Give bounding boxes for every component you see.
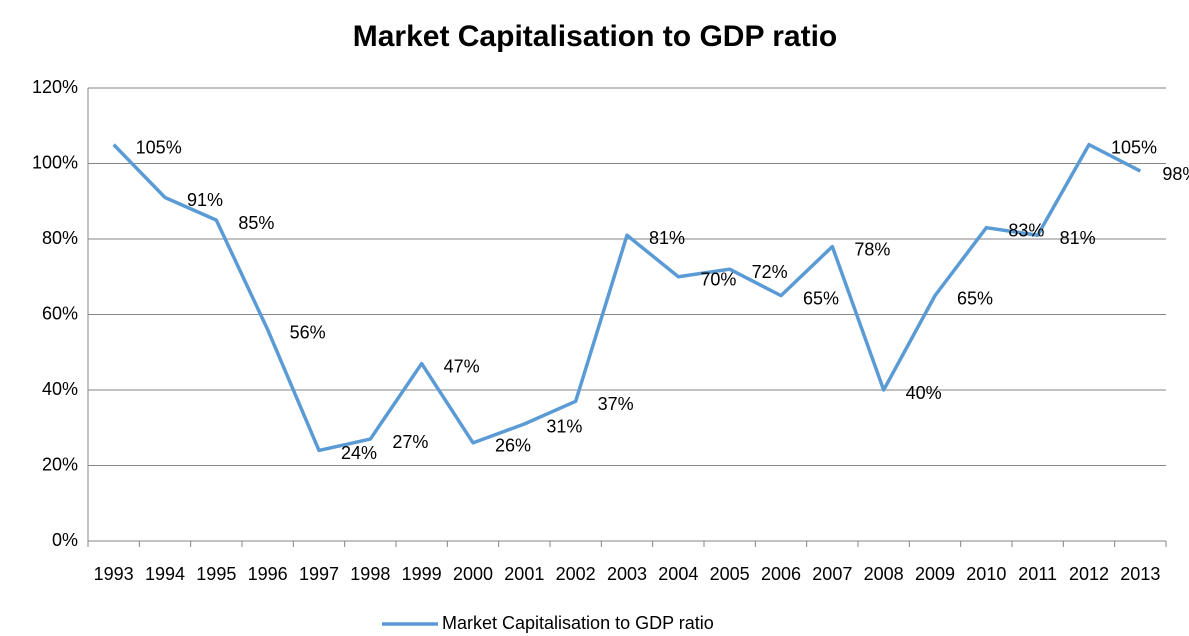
x-tick-label: 2005 bbox=[710, 564, 750, 584]
chart-title: Market Capitalisation to GDP ratio bbox=[353, 20, 838, 53]
x-tick-label: 1997 bbox=[299, 564, 339, 584]
x-tick-label: 2004 bbox=[658, 564, 698, 584]
y-tick-label: 100% bbox=[32, 152, 78, 172]
x-tick-label: 2010 bbox=[966, 564, 1006, 584]
data-label: 65% bbox=[957, 288, 993, 308]
x-tick-label: 1999 bbox=[402, 564, 442, 584]
x-tick-label: 2009 bbox=[915, 564, 955, 584]
data-label: 24% bbox=[341, 443, 377, 463]
y-tick-label: 120% bbox=[32, 77, 78, 97]
data-label: 26% bbox=[495, 436, 531, 456]
data-label: 40% bbox=[906, 383, 942, 403]
data-label: 72% bbox=[752, 262, 788, 282]
x-tick-label: 2003 bbox=[607, 564, 647, 584]
data-label: 85% bbox=[238, 213, 274, 233]
y-tick-label: 80% bbox=[42, 228, 78, 248]
data-label: 56% bbox=[290, 322, 326, 342]
data-label: 27% bbox=[392, 432, 428, 452]
data-label: 81% bbox=[1060, 228, 1096, 248]
x-tick-label: 1995 bbox=[196, 564, 236, 584]
data-label: 37% bbox=[598, 394, 634, 414]
y-tick-label: 0% bbox=[52, 530, 78, 550]
x-tick-label: 2007 bbox=[812, 564, 852, 584]
legend-label: Market Capitalisation to GDP ratio bbox=[442, 613, 714, 633]
y-tick-label: 60% bbox=[42, 303, 78, 323]
x-tick-label: 2000 bbox=[453, 564, 493, 584]
y-tick-label: 20% bbox=[42, 454, 78, 474]
data-label: 70% bbox=[700, 270, 736, 290]
data-label: 65% bbox=[803, 288, 839, 308]
data-label: 78% bbox=[854, 239, 890, 259]
data-label: 31% bbox=[546, 417, 582, 437]
data-label: 105% bbox=[1111, 137, 1157, 157]
x-tick-label: 1994 bbox=[145, 564, 185, 584]
data-label: 105% bbox=[136, 137, 182, 157]
x-tick-label: 2001 bbox=[504, 564, 544, 584]
data-label: 81% bbox=[649, 228, 685, 248]
x-tick-label: 2002 bbox=[556, 564, 596, 584]
x-tick-label: 2013 bbox=[1120, 564, 1160, 584]
x-tick-label: 2011 bbox=[1018, 564, 1057, 584]
x-tick-label: 1993 bbox=[94, 564, 134, 584]
x-tick-label: 2012 bbox=[1069, 564, 1109, 584]
data-label: 83% bbox=[1008, 220, 1044, 240]
data-label: 98% bbox=[1162, 164, 1189, 184]
x-tick-label: 1998 bbox=[350, 564, 390, 584]
data-label: 47% bbox=[444, 356, 480, 376]
x-tick-label: 2006 bbox=[761, 564, 801, 584]
x-tick-label: 1996 bbox=[248, 564, 288, 584]
data-label: 91% bbox=[187, 190, 223, 210]
line bbox=[112, 142, 1142, 453]
x-tick-label: 2008 bbox=[864, 564, 904, 584]
y-tick-label: 40% bbox=[42, 379, 78, 399]
